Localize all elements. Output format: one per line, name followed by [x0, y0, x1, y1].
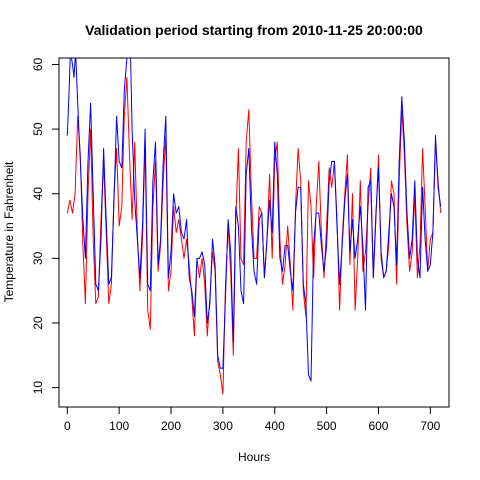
series-layer [66, 58, 442, 395]
chart-title: Validation period starting from 2010-11-… [85, 22, 423, 38]
x-tick-label: 500 [317, 419, 337, 433]
series-line-2 [66, 58, 442, 382]
y-tick-label: 10 [31, 381, 45, 395]
x-tick-label: 400 [265, 419, 285, 433]
x-tick-label: 300 [213, 419, 233, 433]
x-tick-label: 100 [109, 419, 129, 433]
x-tick-label: 700 [420, 419, 440, 433]
y-tick-label: 20 [31, 316, 45, 330]
x-tick-label: 600 [368, 419, 388, 433]
plot-frame [58, 57, 450, 408]
x-tick-label: 200 [161, 419, 181, 433]
x-axis-label: Hours [238, 450, 270, 464]
y-tick-label: 40 [31, 187, 45, 201]
y-axis: 10 20 30 40 50 60 [31, 57, 59, 394]
x-tick-label: 0 [64, 419, 71, 433]
y-tick-label: 30 [31, 251, 45, 265]
y-tick-label: 50 [31, 122, 45, 136]
series-line-1 [66, 76, 442, 395]
x-axis: 0 100 200 300 400 500 600 700 [64, 407, 441, 433]
y-tick-label: 60 [31, 57, 45, 71]
y-axis-label: Temperature in Fahrenheit [2, 161, 16, 302]
